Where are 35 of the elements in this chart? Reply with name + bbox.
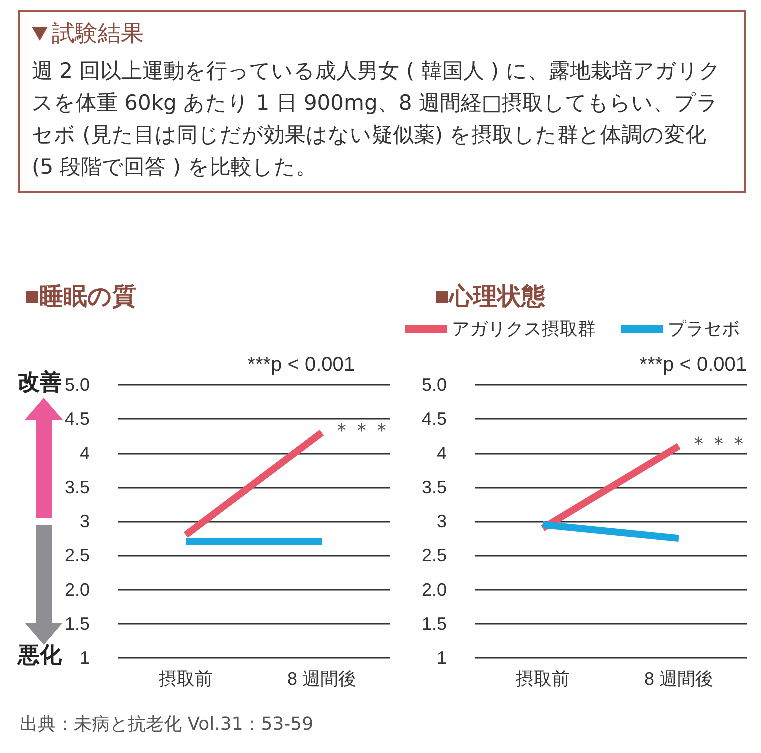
- y-tick-label: 1: [80, 648, 90, 668]
- y-tick-label: 3.5: [422, 477, 447, 498]
- y-tick-label: 4.5: [422, 409, 447, 430]
- chart-title: ■睡眠の質: [25, 284, 136, 310]
- text: ***p < 0.001: [640, 354, 748, 376]
- x-tick-label: 8 週間後: [644, 669, 714, 689]
- y-tick-label: 3: [80, 512, 90, 532]
- y-tick-label: 2.0: [422, 580, 447, 600]
- y-tick-label: 4: [80, 443, 90, 464]
- y-tick-label: 2.5: [64, 546, 90, 566]
- y-tick-label: 5.0: [64, 375, 90, 395]
- annotation: ＊＊＊: [332, 420, 392, 442]
- x-tick-label: 8 週間後: [287, 669, 357, 689]
- text: 改善: [18, 370, 62, 394]
- y-tick-label: 4.5: [64, 409, 90, 430]
- y-tick-label: 1.5: [64, 614, 90, 634]
- y-tick-label: 1.5: [422, 614, 447, 634]
- y-tick-label: 4: [436, 443, 447, 464]
- text: 悪化: [17, 642, 63, 668]
- x-tick-label: 摂取前: [159, 669, 213, 689]
- source-note: 出典：未病と抗老化 Vol.31：53-59: [20, 713, 314, 736]
- y-tick-label: 2.5: [422, 546, 447, 566]
- annotation: ＊＊＊: [689, 433, 749, 456]
- y-tick-label: 2.0: [64, 580, 90, 600]
- legend-label: アガリクス摂取群: [452, 319, 596, 339]
- x-tick-label: 摂取前: [516, 669, 570, 689]
- y-tick-label: 5.0: [422, 375, 447, 395]
- text: 週 2 回以上運動を行っている成人男女 ( 韓国人 ) に、露地栽培アガリクスを体重 60kg あたり 1 日 900mg、8 週間経□摂取してもらい、プラセボ (見た目は同じだが効果はない疑似薬) を摂取した群と体調の変化 (5 段階で回答 ) を比較した。: [32, 58, 722, 181]
- y-tick-label: 1: [436, 648, 447, 668]
- legend-label: プラセボ: [668, 319, 740, 339]
- y-tick-label: 3.5: [64, 477, 90, 498]
- text: ***p < 0.001: [248, 354, 356, 376]
- chart-title: ■心理状態: [435, 284, 546, 310]
- text: 試験結果: [52, 20, 144, 49]
- y-tick-label: 3: [436, 512, 447, 532]
